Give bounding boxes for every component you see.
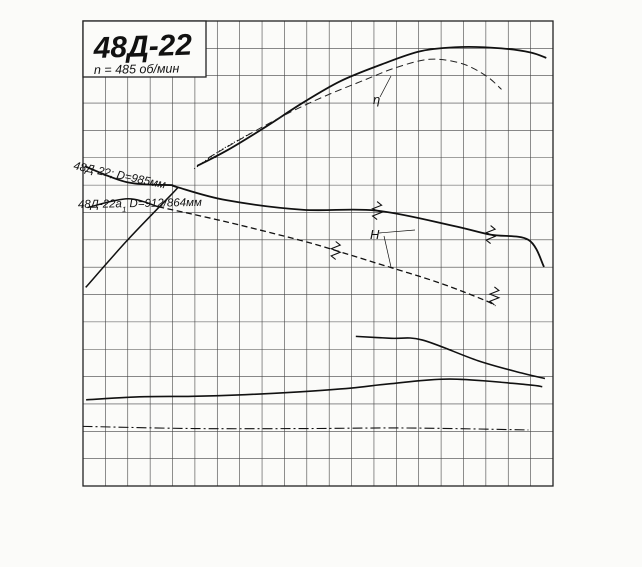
svg-text:48Д-22: 48Д-22 — [92, 29, 193, 65]
svg-text:η: η — [373, 92, 380, 107]
svg-text:n = 485 об/мин: n = 485 об/мин — [94, 62, 180, 77]
svg-text:H: H — [370, 227, 380, 242]
